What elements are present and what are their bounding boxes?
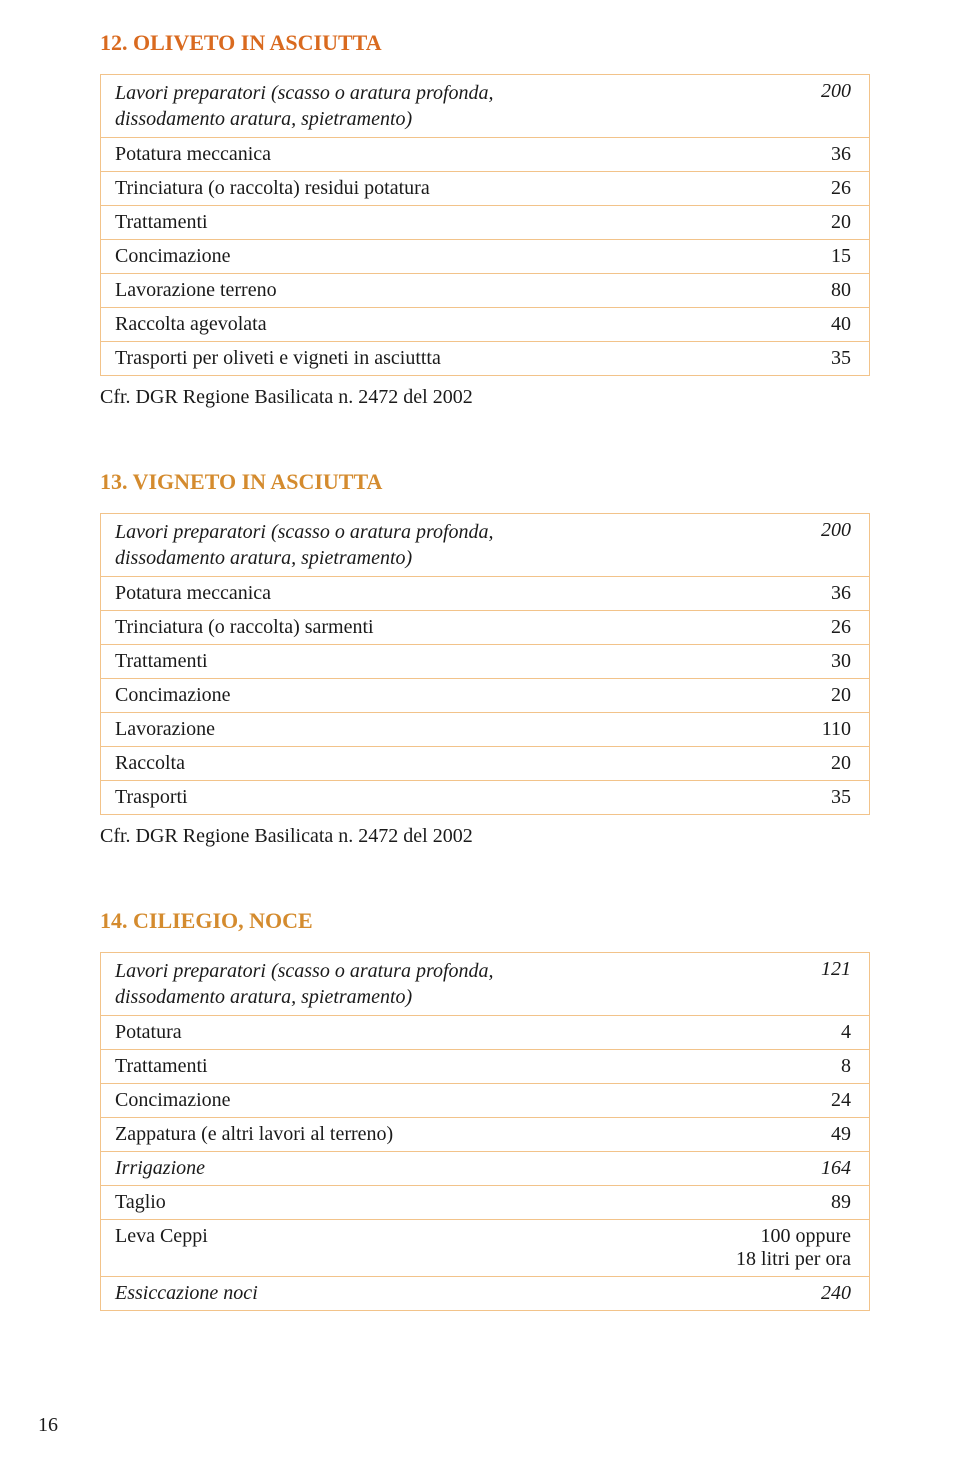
row-label: Concimazione: [101, 679, 710, 713]
row-value: 35: [710, 781, 870, 815]
row-label: Lavori preparatori (scasso o aratura pro…: [101, 75, 710, 138]
section-12-table: Lavori preparatori (scasso o aratura pro…: [100, 74, 870, 376]
row-label: Potatura meccanica: [101, 138, 710, 172]
row-value: 20: [710, 206, 870, 240]
row-value: 89: [710, 1186, 870, 1220]
table-row: Leva Ceppi100 oppure18 litri per ora: [101, 1220, 870, 1277]
row-value: 24: [710, 1084, 870, 1118]
table-row: Trinciatura (o raccolta) sarmenti26: [101, 611, 870, 645]
row-label: Lavorazione: [101, 713, 710, 747]
page-number: 16: [38, 1414, 58, 1437]
row-label: Concimazione: [101, 1084, 710, 1118]
table-row: Potatura4: [101, 1016, 870, 1050]
row-value: 36: [710, 138, 870, 172]
table-row: Potatura meccanica36: [101, 138, 870, 172]
section-13-title: 13. VIGNETO IN ASCIUTTA: [100, 469, 870, 495]
table-row: Taglio89: [101, 1186, 870, 1220]
table-row: Raccolta agevolata40: [101, 308, 870, 342]
table-row: Concimazione20: [101, 679, 870, 713]
section-12-title: 12. OLIVETO IN ASCIUTTA: [100, 30, 870, 56]
row-value: 36: [710, 577, 870, 611]
table-row: Trattamenti20: [101, 206, 870, 240]
table-row: Trattamenti8: [101, 1050, 870, 1084]
row-value: 80: [710, 274, 870, 308]
table-row: Lavorazione terreno80: [101, 274, 870, 308]
row-value: 200: [710, 75, 870, 138]
row-label: Potatura: [101, 1016, 710, 1050]
row-value: 164: [710, 1152, 870, 1186]
table-row: Concimazione15: [101, 240, 870, 274]
row-value: 15: [710, 240, 870, 274]
section-14-title: 14. CILIEGIO, NOCE: [100, 908, 870, 934]
row-value: 100 oppure18 litri per ora: [710, 1220, 870, 1277]
section-13-table: Lavori preparatori (scasso o aratura pro…: [100, 513, 870, 815]
row-value: 110: [710, 713, 870, 747]
row-label: Trattamenti: [101, 1050, 710, 1084]
row-value: 20: [710, 747, 870, 781]
row-label: Trasporti per oliveti e vigneti in asciu…: [101, 342, 710, 376]
table-row: Zappatura (e altri lavori al terreno)49: [101, 1118, 870, 1152]
row-value: 20: [710, 679, 870, 713]
row-value: 40: [710, 308, 870, 342]
row-label: Trattamenti: [101, 645, 710, 679]
row-value: 121: [710, 953, 870, 1016]
row-label: Taglio: [101, 1186, 710, 1220]
row-label: Trinciatura (o raccolta) sarmenti: [101, 611, 710, 645]
row-label: Leva Ceppi: [101, 1220, 710, 1277]
table-row: Trinciatura (o raccolta) residui potatur…: [101, 172, 870, 206]
row-value: 30: [710, 645, 870, 679]
row-value: 8: [710, 1050, 870, 1084]
row-value: 35: [710, 342, 870, 376]
section-13-footnote: Cfr. DGR Regione Basilicata n. 2472 del …: [100, 825, 870, 848]
row-label: Trasporti: [101, 781, 710, 815]
row-label: Potatura meccanica: [101, 577, 710, 611]
row-label: Zappatura (e altri lavori al terreno): [101, 1118, 710, 1152]
table-row: Potatura meccanica36: [101, 577, 870, 611]
section-14-table: Lavori preparatori (scasso o aratura pro…: [100, 952, 870, 1311]
row-label: Lavori preparatori (scasso o aratura pro…: [101, 953, 710, 1016]
table-row: Trasporti per oliveti e vigneti in asciu…: [101, 342, 870, 376]
table-row: Raccolta20: [101, 747, 870, 781]
row-value: 4: [710, 1016, 870, 1050]
table-row: Lavori preparatori (scasso o aratura pro…: [101, 514, 870, 577]
table-row: Lavori preparatori (scasso o aratura pro…: [101, 75, 870, 138]
row-label: Lavori preparatori (scasso o aratura pro…: [101, 514, 710, 577]
section-12-footnote: Cfr. DGR Regione Basilicata n. 2472 del …: [100, 386, 870, 409]
section-14: 14. CILIEGIO, NOCE Lavori preparatori (s…: [100, 908, 870, 1311]
row-label: Trinciatura (o raccolta) residui potatur…: [101, 172, 710, 206]
table-row: Lavori preparatori (scasso o aratura pro…: [101, 953, 870, 1016]
row-label: Lavorazione terreno: [101, 274, 710, 308]
section-12: 12. OLIVETO IN ASCIUTTA Lavori preparato…: [100, 30, 870, 409]
row-label: Raccolta agevolata: [101, 308, 710, 342]
row-value: 26: [710, 172, 870, 206]
table-row: Essiccazione noci240: [101, 1277, 870, 1311]
row-label: Irrigazione: [101, 1152, 710, 1186]
row-value: 49: [710, 1118, 870, 1152]
table-row: Trattamenti30: [101, 645, 870, 679]
row-value: 240: [710, 1277, 870, 1311]
row-value: 200: [710, 514, 870, 577]
table-row: Lavorazione110: [101, 713, 870, 747]
table-row: Concimazione24: [101, 1084, 870, 1118]
section-13: 13. VIGNETO IN ASCIUTTA Lavori preparato…: [100, 469, 870, 848]
table-row: Irrigazione164: [101, 1152, 870, 1186]
row-value: 26: [710, 611, 870, 645]
row-label: Essiccazione noci: [101, 1277, 710, 1311]
row-label: Concimazione: [101, 240, 710, 274]
row-label: Raccolta: [101, 747, 710, 781]
table-row: Trasporti35: [101, 781, 870, 815]
row-label: Trattamenti: [101, 206, 710, 240]
